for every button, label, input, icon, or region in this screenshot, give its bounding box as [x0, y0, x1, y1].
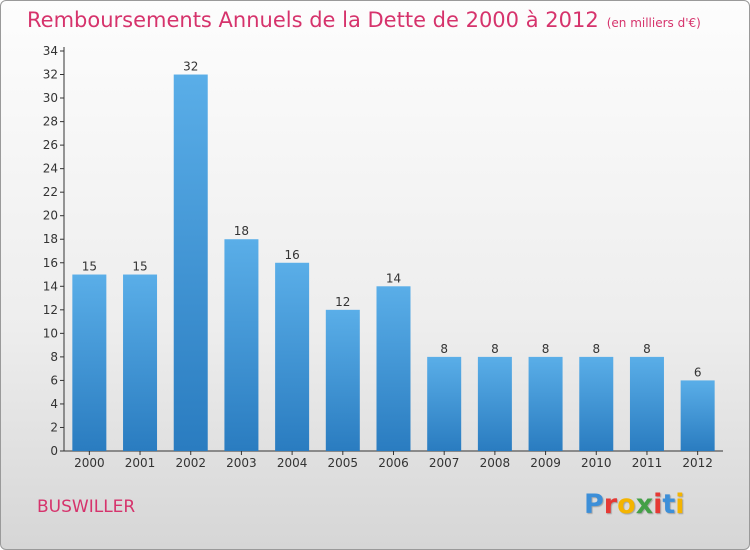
bar-value-label: 16	[284, 248, 299, 262]
logo-letter: i	[653, 489, 663, 520]
logo-letter: t	[662, 489, 676, 520]
bar-value-label: 15	[132, 260, 147, 274]
y-tick-label: 12	[43, 303, 58, 317]
x-tick-label: 2003	[226, 456, 257, 470]
y-tick-label: 10	[43, 326, 58, 340]
bar-value-label: 8	[542, 342, 550, 356]
y-tick-label: 32	[43, 68, 58, 82]
bar-value-label: 8	[643, 342, 651, 356]
y-tick-label: 0	[50, 444, 58, 458]
y-tick-label: 34	[43, 44, 58, 58]
x-tick-label: 2006	[378, 456, 409, 470]
bar-value-label: 12	[335, 295, 350, 309]
bar-value-label: 15	[82, 260, 97, 274]
bar-value-label: 6	[694, 365, 702, 379]
chart-title-text: Remboursements Annuels de la Dette de 20…	[27, 8, 599, 32]
y-tick-label: 18	[43, 232, 58, 246]
commune-name: BUSWILLER	[37, 497, 136, 517]
y-tick-label: 30	[43, 91, 58, 105]
x-tick-label: 2005	[328, 456, 359, 470]
bar-value-label: 8	[491, 342, 499, 356]
y-tick-label: 8	[50, 350, 58, 364]
bar-value-label: 8	[592, 342, 600, 356]
bar	[528, 356, 563, 451]
proxiti-logo: Proxiti	[584, 489, 685, 520]
bar-value-label: 8	[440, 342, 448, 356]
y-tick-label: 2	[50, 420, 58, 434]
bar	[224, 239, 259, 451]
x-tick-label: 2009	[530, 456, 561, 470]
x-tick-label: 2001	[125, 456, 156, 470]
bar-value-label: 18	[234, 224, 249, 238]
x-tick-label: 2012	[682, 456, 713, 470]
y-tick-label: 28	[43, 115, 58, 129]
y-tick-label: 4	[50, 397, 58, 411]
bar	[579, 356, 614, 451]
y-tick-label: 26	[43, 138, 58, 152]
x-tick-label: 2007	[429, 456, 460, 470]
y-tick-label: 24	[43, 162, 58, 176]
bar	[72, 274, 107, 451]
bar	[123, 274, 158, 451]
logo-letter: P	[584, 489, 604, 520]
y-tick-label: 16	[43, 256, 58, 270]
bar-value-label: 14	[386, 271, 401, 285]
x-tick-label: 2004	[277, 456, 308, 470]
x-tick-label: 2002	[175, 456, 206, 470]
bar	[275, 262, 310, 451]
bar	[376, 286, 411, 451]
logo-letter: o	[617, 489, 636, 520]
logo-letter: x	[635, 489, 654, 520]
y-tick-label: 6	[50, 373, 58, 387]
x-tick-label: 2000	[74, 456, 105, 470]
chart-title: Remboursements Annuels de la Dette de 20…	[27, 8, 701, 32]
bar	[629, 356, 664, 451]
bar	[173, 74, 208, 451]
x-tick-label: 2011	[632, 456, 663, 470]
bar	[680, 380, 715, 451]
bar	[477, 356, 512, 451]
logo-letter: i	[675, 489, 685, 520]
bar-value-label: 32	[183, 60, 198, 74]
x-tick-label: 2010	[581, 456, 612, 470]
x-tick-label: 2008	[480, 456, 511, 470]
bar	[325, 309, 360, 451]
y-tick-label: 20	[43, 209, 58, 223]
bar	[427, 356, 462, 451]
y-tick-label: 14	[43, 279, 58, 293]
logo-letter: r	[603, 489, 618, 520]
chart-unit: (en milliers d'€)	[606, 16, 701, 30]
y-tick-label: 22	[43, 185, 58, 199]
